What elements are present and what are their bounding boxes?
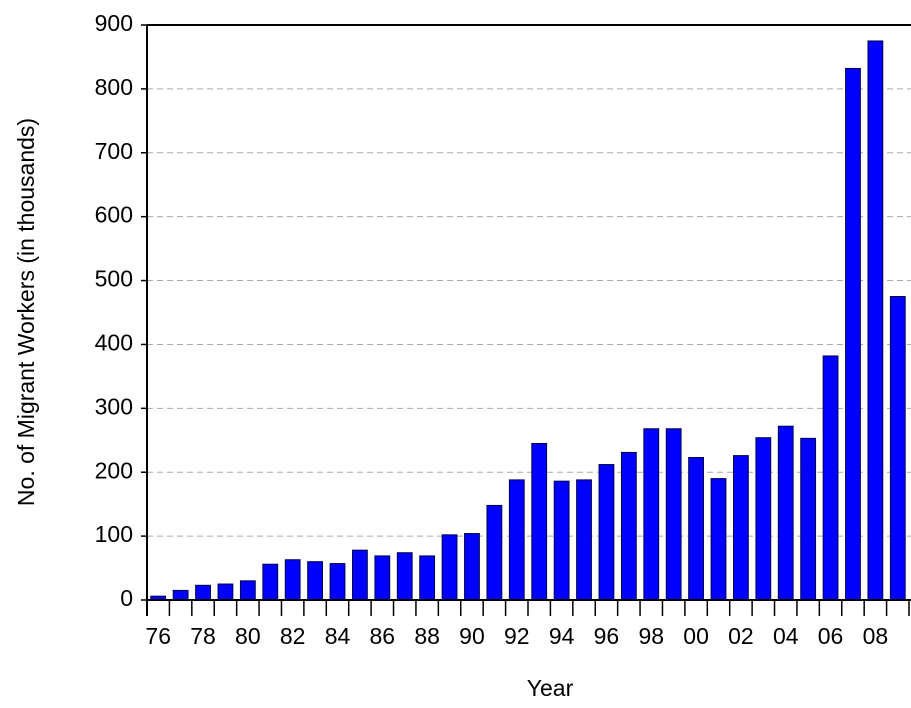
y-tick-label: 200 <box>95 457 133 483</box>
bar <box>755 437 772 601</box>
y-tick-label: 400 <box>95 330 133 356</box>
bar <box>352 549 368 601</box>
y-tick-label: 100 <box>95 521 133 547</box>
bar <box>217 583 234 601</box>
bar <box>688 457 704 601</box>
bar <box>374 555 391 601</box>
x-tick-label: 08 <box>863 623 889 649</box>
bar <box>486 504 503 601</box>
y-tick-label: 900 <box>95 10 133 36</box>
x-tick-label: 92 <box>504 623 530 649</box>
bar <box>845 67 861 601</box>
bar <box>307 561 323 601</box>
x-tick-label: 02 <box>728 623 754 649</box>
x-tick-label: 96 <box>594 623 620 649</box>
y-tick-label: 0 <box>120 585 133 611</box>
bar <box>508 479 525 601</box>
bar <box>620 451 637 601</box>
bar <box>553 480 570 601</box>
bar <box>665 428 682 601</box>
bar <box>643 428 660 601</box>
x-tick-label: 90 <box>459 623 485 649</box>
bar <box>239 580 256 601</box>
bar <box>284 559 301 601</box>
bar <box>531 442 548 601</box>
bar <box>172 589 189 601</box>
y-tick-label: 800 <box>95 74 133 100</box>
x-tick-label: 82 <box>280 623 306 649</box>
bar <box>733 455 749 601</box>
bar <box>867 40 884 601</box>
x-tick-label: 84 <box>325 623 351 649</box>
x-tick-label: 94 <box>549 623 575 649</box>
x-tick-label: 06 <box>818 623 844 649</box>
bar <box>576 479 592 601</box>
x-tick-label: 80 <box>235 623 261 649</box>
x-tick-label: 78 <box>190 623 216 649</box>
x-axis-label: Year <box>527 675 574 701</box>
bar <box>195 584 211 601</box>
bar <box>262 563 279 601</box>
bar <box>464 533 480 601</box>
x-tick-label: 88 <box>414 623 440 649</box>
x-tick-label: 98 <box>638 623 664 649</box>
y-axis-label: No. of Migrant Workers (in thousands) <box>13 118 39 506</box>
bar <box>800 437 817 601</box>
bar <box>441 534 458 601</box>
bar <box>822 355 839 601</box>
y-tick-label: 700 <box>95 138 133 164</box>
y-tick-label: 300 <box>95 393 133 419</box>
bar <box>889 296 906 601</box>
bar <box>777 425 794 601</box>
x-tick-label: 76 <box>145 623 171 649</box>
y-tick-label: 500 <box>95 266 133 292</box>
y-tick-label: 600 <box>95 202 133 228</box>
bar <box>396 552 413 601</box>
x-tick-label: 86 <box>370 623 396 649</box>
x-tick-label: 04 <box>773 623 799 649</box>
bar <box>710 478 727 601</box>
bar <box>329 563 346 601</box>
x-tick-label: 00 <box>683 623 709 649</box>
bar <box>598 464 615 601</box>
bar <box>419 555 436 601</box>
